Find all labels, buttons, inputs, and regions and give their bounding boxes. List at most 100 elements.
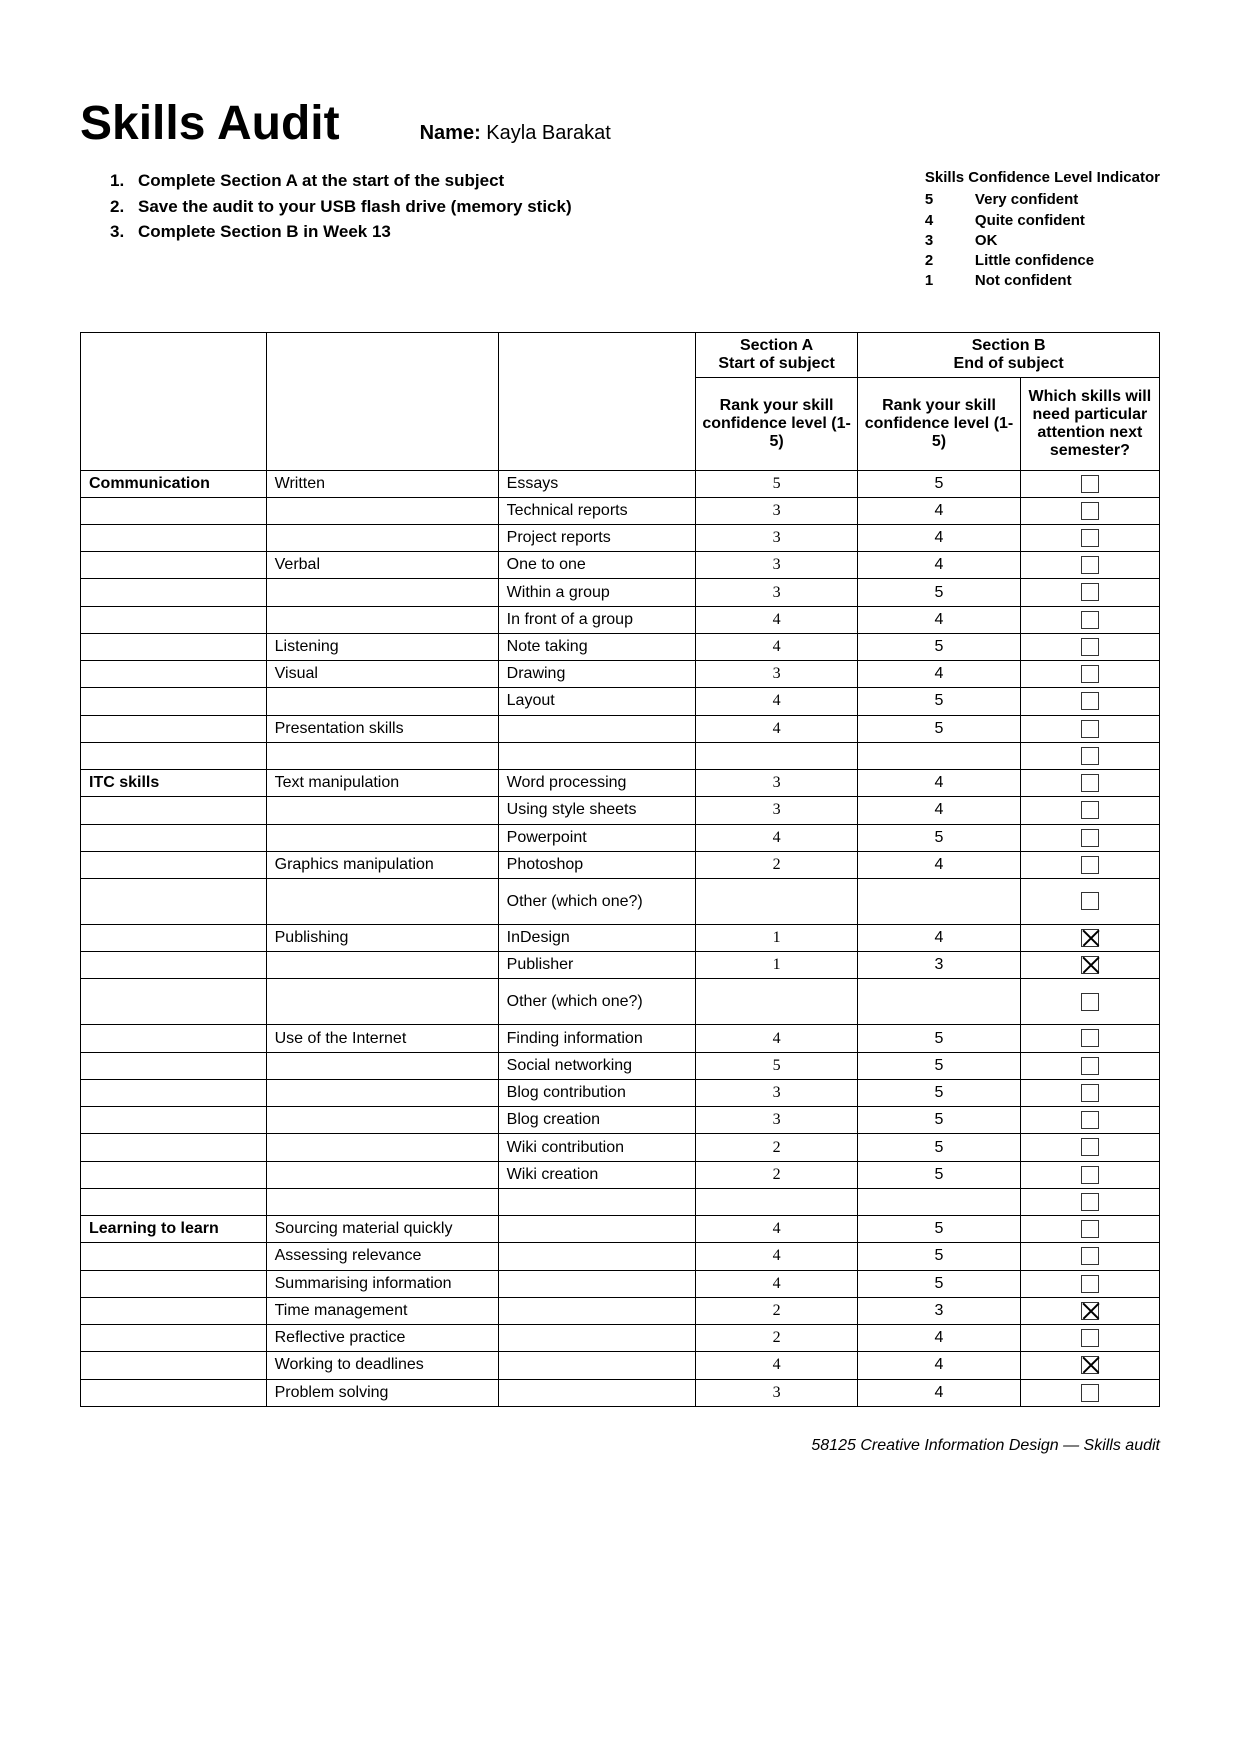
subcategory-cell (266, 1161, 498, 1188)
category-cell (81, 851, 267, 878)
subcategory-cell: Sourcing material quickly (266, 1216, 498, 1243)
attention-checkbox[interactable] (1081, 1220, 1099, 1238)
attention-checkbox[interactable] (1081, 1111, 1099, 1129)
section-b-value: 5 (858, 1025, 1020, 1052)
skill-cell: Social networking (498, 1052, 695, 1079)
attention-checkbox[interactable] (1081, 1029, 1099, 1047)
table-row: Blog creation35 (81, 1107, 1160, 1134)
attention-checkbox[interactable] (1081, 747, 1099, 765)
table-row: Summarising information45 (81, 1270, 1160, 1297)
skill-cell (498, 1297, 695, 1324)
header: Skills Audit Name: Kayla Barakat (80, 100, 1160, 148)
name-block: Name: Kayla Barakat (420, 122, 611, 145)
attention-checkbox[interactable] (1081, 665, 1099, 683)
subcategory-cell: Text manipulation (266, 770, 498, 797)
table-row: Wiki contribution25 (81, 1134, 1160, 1161)
attention-checkbox[interactable] (1081, 1166, 1099, 1184)
section-b-value: 4 (858, 552, 1020, 579)
skill-cell: Other (which one?) (498, 979, 695, 1025)
section-a-value (695, 742, 857, 769)
section-b-value: 4 (858, 797, 1020, 824)
skill-cell: Publisher (498, 952, 695, 979)
attention-checkbox[interactable] (1081, 993, 1099, 1011)
instruction-item: 1.Complete Section A at the start of the… (110, 168, 572, 194)
section-b-value: 5 (858, 633, 1020, 660)
attention-checkbox[interactable] (1081, 720, 1099, 738)
category-cell (81, 1352, 267, 1379)
table-row: Project reports34 (81, 524, 1160, 551)
attention-checkbox[interactable] (1081, 611, 1099, 629)
attention-checkbox[interactable] (1081, 892, 1099, 910)
attention-checkbox[interactable] (1081, 774, 1099, 792)
attention-checkbox[interactable] (1081, 475, 1099, 493)
legend: Skills Confidence Level Indicator 5Very … (925, 168, 1160, 292)
category-cell (81, 661, 267, 688)
rank-header-b: Rank your skill confidence level (1-5) (858, 377, 1020, 470)
table-row: Publisher13 (81, 952, 1160, 979)
section-b-value: 4 (858, 524, 1020, 551)
rank-header-a: Rank your skill confidence level (1-5) (695, 377, 857, 470)
attention-checkbox[interactable] (1081, 556, 1099, 574)
section-b-value: 4 (858, 1352, 1020, 1379)
attention-checkbox[interactable] (1081, 1193, 1099, 1211)
category-cell (81, 579, 267, 606)
subcategory-cell (266, 579, 498, 606)
attention-checkbox[interactable] (1081, 1138, 1099, 1156)
attention-checkbox[interactable] (1081, 1329, 1099, 1347)
attention-checkbox[interactable] (1081, 829, 1099, 847)
attention-checkbox[interactable] (1081, 638, 1099, 656)
attention-checkbox[interactable] (1081, 956, 1099, 974)
attention-checkbox[interactable] (1081, 801, 1099, 819)
section-a-value: 3 (695, 497, 857, 524)
attention-checkbox[interactable] (1081, 1247, 1099, 1265)
attention-cell (1020, 497, 1159, 524)
attention-checkbox[interactable] (1081, 1302, 1099, 1320)
attention-checkbox[interactable] (1081, 856, 1099, 874)
attention-cell (1020, 1243, 1159, 1270)
table-row: Assessing relevance45 (81, 1243, 1160, 1270)
attention-checkbox[interactable] (1081, 1275, 1099, 1293)
section-a-value: 3 (695, 579, 857, 606)
table-row: VisualDrawing34 (81, 661, 1160, 688)
table-row (81, 1188, 1160, 1215)
table-row: Layout45 (81, 688, 1160, 715)
category-cell (81, 1134, 267, 1161)
table-row: CommunicationWrittenEssays55 (81, 470, 1160, 497)
section-a-value (695, 879, 857, 925)
attention-checkbox[interactable] (1081, 1356, 1099, 1374)
attention-checkbox[interactable] (1081, 929, 1099, 947)
attention-cell (1020, 715, 1159, 742)
section-b-value: 5 (858, 579, 1020, 606)
attention-checkbox[interactable] (1081, 692, 1099, 710)
attention-checkbox[interactable] (1081, 1384, 1099, 1402)
section-b-value: 4 (858, 925, 1020, 952)
page-title: Skills Audit (80, 100, 340, 148)
subcategory-cell (266, 524, 498, 551)
skill-cell: Note taking (498, 633, 695, 660)
table-row: Technical reports34 (81, 497, 1160, 524)
subcategory-cell: Verbal (266, 552, 498, 579)
section-a-value: 4 (695, 633, 857, 660)
attention-checkbox[interactable] (1081, 1084, 1099, 1102)
name-label: Name: (420, 122, 481, 144)
section-b-value: 4 (858, 770, 1020, 797)
attention-checkbox[interactable] (1081, 1057, 1099, 1075)
skill-cell: Essays (498, 470, 695, 497)
table-row: Learning to learnSourcing material quick… (81, 1216, 1160, 1243)
subcategory-cell (266, 1188, 498, 1215)
skill-cell (498, 715, 695, 742)
attention-checkbox[interactable] (1081, 583, 1099, 601)
legend-item: 1Not confident (925, 271, 1160, 291)
section-b-value: 4 (858, 1379, 1020, 1406)
section-a-value: 2 (695, 851, 857, 878)
section-b-value: 3 (858, 952, 1020, 979)
skill-cell: Within a group (498, 579, 695, 606)
section-b-value: 5 (858, 1270, 1020, 1297)
subcategory-cell (266, 742, 498, 769)
attention-checkbox[interactable] (1081, 502, 1099, 520)
legend-item: 4Quite confident (925, 211, 1160, 231)
attention-cell (1020, 1161, 1159, 1188)
section-b-value: 5 (858, 1079, 1020, 1106)
attention-cell (1020, 688, 1159, 715)
attention-checkbox[interactable] (1081, 529, 1099, 547)
